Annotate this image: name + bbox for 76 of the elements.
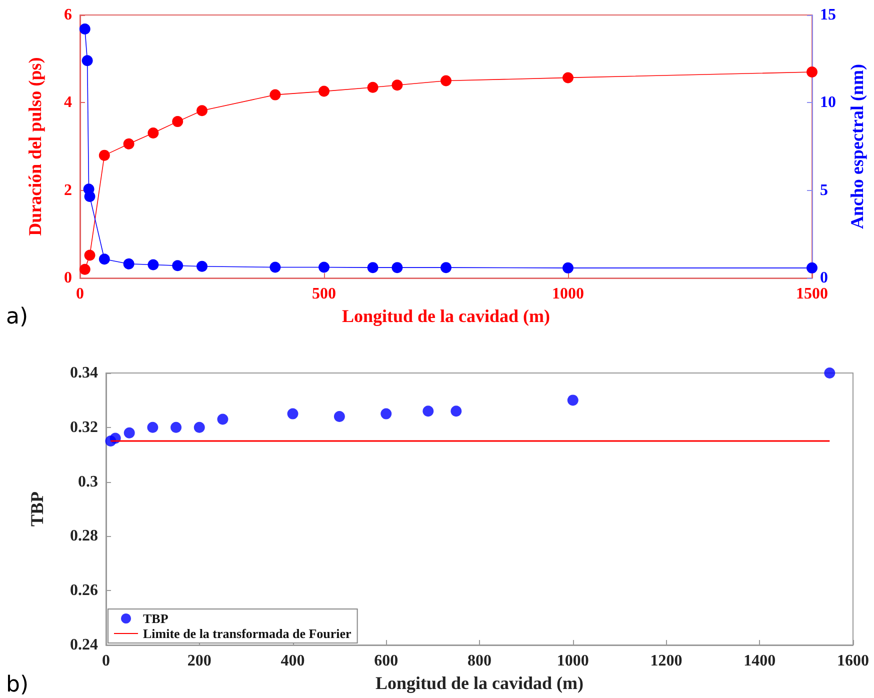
point (148, 259, 159, 270)
x-axis-title: Longitud de la cavidad (m) (342, 306, 550, 326)
point (84, 191, 96, 202)
y-tick-label: 0.24 (70, 636, 98, 654)
point (172, 116, 184, 128)
point (196, 105, 208, 116)
x-tick-label: 600 (374, 652, 398, 670)
y-tick-label: 0 (64, 270, 72, 287)
x-tick-label: 1600 (837, 652, 869, 670)
x-tick-label: 1000 (552, 286, 584, 303)
y-tick-label: 0.3 (78, 473, 98, 490)
y2-tick-label: 15 (820, 6, 836, 24)
y2-tick-label: 10 (820, 94, 836, 112)
x-tick-label: 1000 (556, 652, 589, 670)
point (98, 254, 110, 265)
point (287, 408, 298, 420)
point (367, 262, 378, 274)
point (79, 24, 90, 35)
point (562, 72, 574, 84)
point (148, 127, 159, 138)
point (562, 262, 574, 274)
point (367, 82, 378, 93)
point (824, 368, 836, 378)
text: b) (6, 672, 29, 698)
point (217, 414, 228, 425)
y-tick-label: 0.32 (70, 418, 98, 436)
point (806, 66, 818, 78)
x-tick-label: 0 (102, 652, 110, 670)
y-tick-label: 0.28 (70, 528, 98, 545)
x-tick-label: 1200 (650, 652, 682, 670)
x-tick-label: 200 (187, 652, 212, 670)
point (567, 394, 578, 406)
point (82, 55, 93, 66)
point (380, 408, 392, 420)
y-tick-label: 2 (64, 182, 72, 199)
point (124, 427, 135, 438)
point (806, 262, 818, 274)
point (392, 262, 403, 274)
point (170, 422, 182, 433)
legend-label: Limite de la transformada de Fourier (143, 626, 352, 641)
x-tick-label: 1500 (796, 286, 828, 303)
point (123, 138, 134, 150)
point (196, 260, 208, 272)
text: a) (6, 304, 28, 330)
y-tick-label: 0.34 (70, 364, 98, 382)
x-tick-label: 500 (312, 286, 336, 303)
y2-tick-label: 5 (820, 182, 828, 199)
y2-axis-title: Ancho espectral (nm) (847, 64, 867, 230)
point (450, 406, 462, 417)
point (318, 262, 330, 273)
x-tick-label: 1400 (744, 652, 776, 670)
point (440, 262, 452, 274)
y-tick-label: 0.26 (70, 582, 98, 600)
point (392, 80, 403, 91)
point (172, 260, 184, 272)
point (79, 264, 90, 275)
point (334, 411, 345, 422)
x-tick-label: 400 (280, 652, 305, 670)
point (194, 422, 205, 433)
point (318, 86, 330, 97)
point (422, 406, 434, 417)
y-tick-label: 6 (64, 6, 72, 24)
point (147, 422, 158, 433)
point (98, 150, 110, 161)
x-axis-title: Longitud de la cavidad (m) (375, 672, 584, 693)
x-tick-label: 800 (468, 652, 492, 670)
point (270, 89, 281, 100)
y-axis-title: Duración del pulso (ps) (25, 57, 45, 236)
point (123, 258, 134, 270)
point (84, 250, 96, 261)
point (270, 262, 281, 273)
y2-tick-label: 0 (820, 270, 828, 287)
y-tick-label: 4 (64, 94, 72, 112)
y-axis-title: TBP (27, 491, 47, 527)
point (440, 75, 452, 86)
legend-label: TBP (143, 611, 168, 626)
